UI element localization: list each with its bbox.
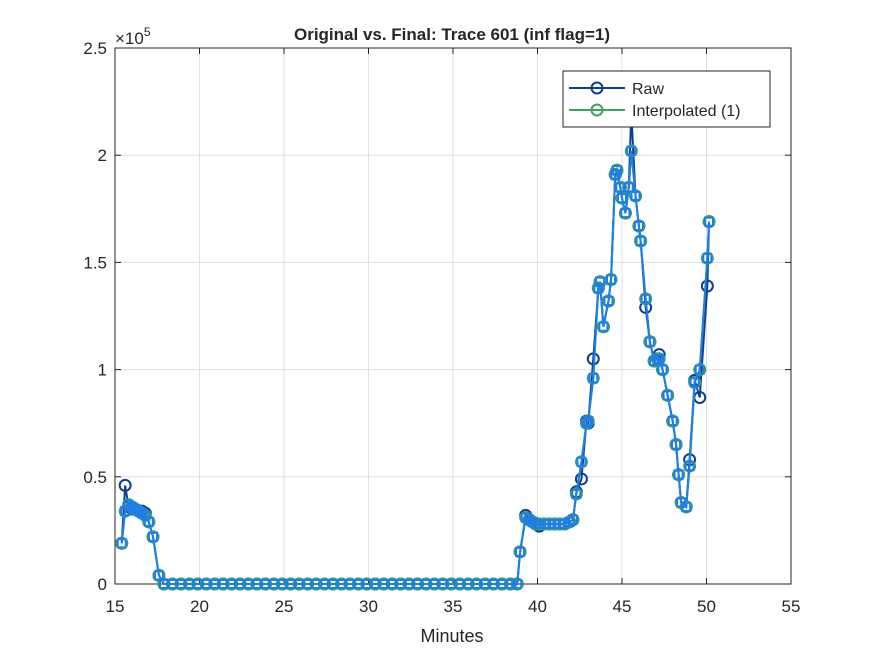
legend-marker xyxy=(590,103,604,117)
marker-square xyxy=(689,377,700,388)
marker-square xyxy=(583,416,594,427)
marker-square xyxy=(554,518,565,529)
legend-marker xyxy=(590,81,604,95)
marker-square xyxy=(623,182,634,193)
marker-square xyxy=(539,518,550,529)
marker-square xyxy=(505,579,516,589)
x-tick-label: 35 xyxy=(444,597,463,616)
marker-circle xyxy=(574,472,588,486)
y-tick-label: 2.5 xyxy=(83,39,107,58)
marker-square xyxy=(544,518,555,529)
y-multiplier-exponent: 5 xyxy=(144,25,151,39)
y-tick-label: 1.5 xyxy=(83,253,107,272)
marker-square xyxy=(644,336,655,347)
marker-square xyxy=(694,364,705,375)
y-multiplier: ×105 xyxy=(115,25,151,48)
y-tick-label: 0 xyxy=(98,575,107,594)
x-tick-label: 50 xyxy=(697,597,716,616)
marker-square xyxy=(702,253,713,264)
x-tick-label: 55 xyxy=(782,597,801,616)
marker-square xyxy=(593,283,604,294)
marker-square xyxy=(635,235,646,246)
marker-square xyxy=(606,274,617,285)
marker-square xyxy=(588,373,599,384)
marker-square xyxy=(673,469,684,480)
legend-box xyxy=(562,70,771,128)
marker-square xyxy=(640,293,651,304)
marker-square xyxy=(148,531,159,542)
marker-square xyxy=(620,208,631,219)
marker-square xyxy=(630,190,641,201)
legend-label: Interpolated (1) xyxy=(632,103,741,120)
x-tick-label: 30 xyxy=(359,597,378,616)
marker-square xyxy=(657,364,668,375)
marker-square xyxy=(662,390,673,401)
marker-square xyxy=(704,216,715,227)
marker-square xyxy=(598,321,609,332)
marker-square xyxy=(116,538,127,549)
marker-square xyxy=(576,456,587,467)
marker-square xyxy=(571,488,582,499)
series xyxy=(116,145,715,589)
chart-title: Original vs. Final: Trace 601 (inf flag=… xyxy=(294,25,610,44)
marker-square xyxy=(684,461,695,472)
y-tick-label: 2 xyxy=(98,146,107,165)
y-multiplier-base: ×10 xyxy=(115,29,144,48)
marker-square xyxy=(512,579,523,589)
marker-square xyxy=(681,501,692,512)
marker-square xyxy=(626,145,637,156)
marker-square xyxy=(617,193,627,204)
marker-square xyxy=(549,518,560,529)
x-axis-label: Minutes xyxy=(420,626,483,646)
marker-square xyxy=(153,570,164,581)
marker-circle xyxy=(656,363,670,377)
marker-square xyxy=(581,418,592,429)
marker-square xyxy=(667,416,678,427)
x-tick-label: 40 xyxy=(528,597,547,616)
y-tick-label: 1 xyxy=(98,361,107,380)
legend-label: Raw xyxy=(632,81,664,98)
x-tick-label: 25 xyxy=(275,597,294,616)
legend: Raw Interpolated (1) xyxy=(562,70,771,128)
x-tick-label: 45 xyxy=(613,597,632,616)
marker-square xyxy=(595,276,606,287)
marker-circle xyxy=(661,388,675,402)
marker-square xyxy=(534,518,545,529)
marker-square xyxy=(633,220,644,231)
marker-square xyxy=(143,516,154,527)
marker-square xyxy=(654,353,665,364)
marker-square xyxy=(611,165,622,176)
x-tick-label: 15 xyxy=(106,597,125,616)
marker-circle xyxy=(700,279,714,293)
marker-square xyxy=(567,514,578,525)
marker-square xyxy=(515,546,526,557)
y-tick-label: 0.5 xyxy=(83,468,107,487)
marker-circle xyxy=(118,478,132,492)
x-tick-label: 20 xyxy=(190,597,209,616)
marker-square xyxy=(671,439,682,450)
marker-square xyxy=(603,295,614,306)
